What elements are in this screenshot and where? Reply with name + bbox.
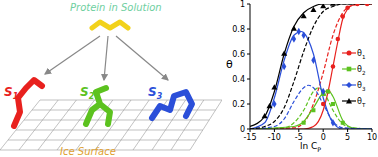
svg-text:0.2: 0.2 <box>232 100 245 109</box>
svg-text:1: 1 <box>240 0 245 9</box>
svg-text:S1: S1 <box>8 85 18 101</box>
html-text:θ2: θ2 <box>357 64 366 76</box>
svg-text:S3: S3 <box>148 85 163 101</box>
svg-text:0: 0 <box>240 125 245 134</box>
svg-text:-15: -15 <box>243 133 256 142</box>
svg-text:0.8: 0.8 <box>232 25 245 34</box>
svg-text:Ice Surface: Ice Surface <box>60 146 116 157</box>
svg-text:0.6: 0.6 <box>232 50 245 59</box>
svg-text:-5: -5 <box>295 133 303 142</box>
svg-text:Protein in Solution: Protein in Solution <box>70 2 162 13</box>
svg-text:-10: -10 <box>268 133 281 142</box>
html-text:ln CP: ln CP <box>300 141 322 153</box>
svg-text:5: 5 <box>345 133 350 142</box>
html-text:θT: θT <box>357 96 366 108</box>
svg-text:10: 10 <box>367 133 370 142</box>
html-text:θ: θ <box>226 58 233 71</box>
svg-text:0.4: 0.4 <box>232 75 245 84</box>
svg-text:S2: S2 <box>80 85 95 101</box>
svg-text:0: 0 <box>321 133 326 142</box>
html-text:θ1: θ1 <box>357 48 366 60</box>
html-text:θ3: θ3 <box>357 80 366 92</box>
